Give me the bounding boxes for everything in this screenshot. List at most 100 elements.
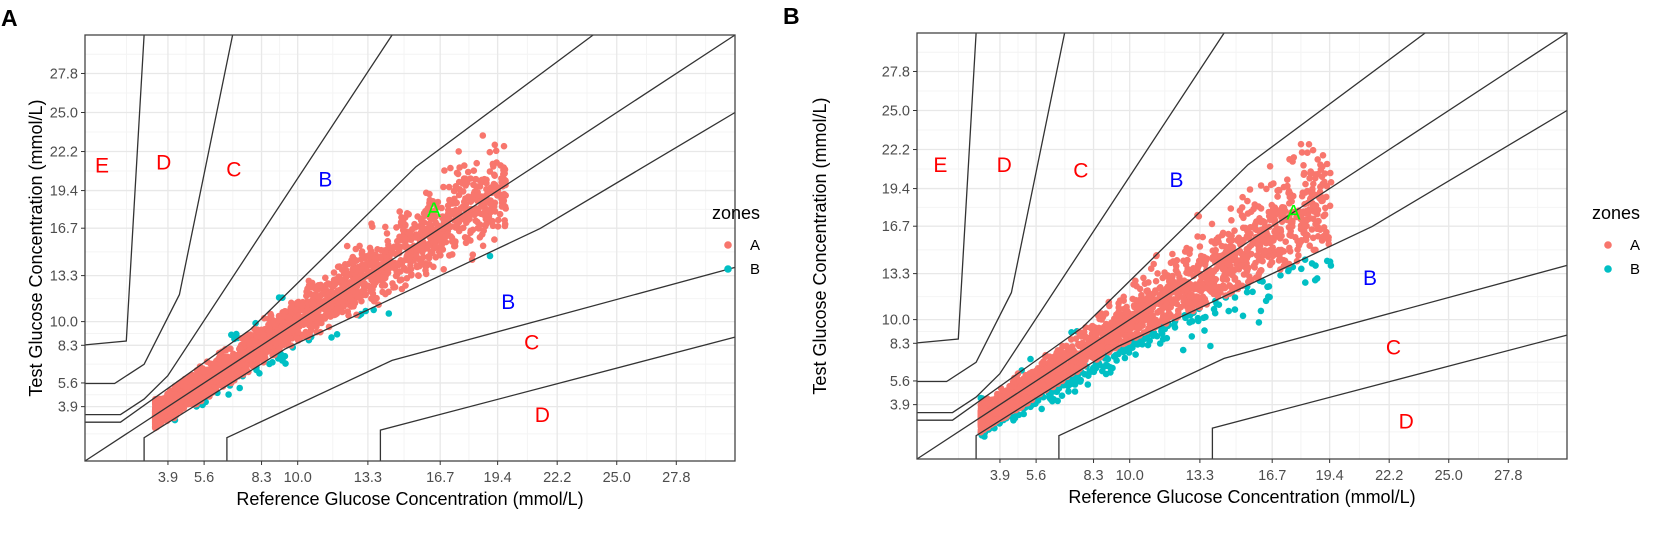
point-zone-a bbox=[445, 183, 453, 191]
point-zone-a bbox=[282, 335, 290, 342]
point-zone-a bbox=[355, 293, 362, 301]
point-zone-a bbox=[491, 141, 499, 149]
point-zone-a bbox=[403, 267, 411, 274]
point-zone-b bbox=[1231, 306, 1239, 313]
y-axis-title: Test Glucose Concentration (mmol/L) bbox=[26, 99, 46, 396]
panel-a: E D C BABCD3.93.95.65.68.38.310.010.013.313… bbox=[1, 5, 760, 509]
point-zone-a bbox=[1266, 163, 1274, 170]
zone-label-d: D bbox=[535, 404, 550, 427]
point-zone-a bbox=[1327, 169, 1334, 177]
point-zone-a bbox=[280, 312, 288, 320]
zone-boundary-line bbox=[85, 34, 234, 385]
point-zone-b bbox=[1264, 283, 1271, 291]
point-zone-a bbox=[487, 200, 495, 208]
point-zone-a bbox=[413, 263, 421, 271]
point-zone-a bbox=[341, 261, 349, 268]
point-zone-a bbox=[477, 177, 484, 185]
point-zone-a bbox=[221, 371, 228, 378]
point-zone-a bbox=[1327, 179, 1335, 186]
point-zone-a bbox=[1319, 152, 1327, 159]
point-zone-a bbox=[479, 132, 487, 139]
point-zone-a bbox=[210, 364, 218, 372]
point-zone-a bbox=[1267, 216, 1274, 224]
point-zone-a bbox=[1244, 246, 1251, 254]
point-zone-a bbox=[1219, 284, 1227, 291]
point-zone-a bbox=[1152, 277, 1160, 285]
point-zone-a bbox=[492, 147, 500, 155]
point-zone-a bbox=[341, 280, 348, 288]
point-zone-b bbox=[1231, 294, 1239, 301]
point-zone-a bbox=[151, 423, 159, 430]
point-zone-b bbox=[328, 334, 335, 341]
point-zone-b bbox=[1312, 262, 1319, 269]
point-zone-a bbox=[275, 337, 282, 344]
point-zone-a bbox=[423, 262, 430, 270]
point-zone-a bbox=[249, 362, 256, 370]
point-zone-a bbox=[236, 344, 244, 351]
point-zone-a bbox=[473, 159, 481, 167]
point-zone-a bbox=[455, 148, 463, 155]
grid bbox=[85, 35, 735, 461]
point-zone-b bbox=[1201, 327, 1208, 334]
point-zone-a bbox=[235, 362, 243, 369]
point-zone-a bbox=[425, 254, 433, 262]
point-zone-b bbox=[1091, 364, 1099, 372]
point-zone-a bbox=[1169, 250, 1176, 258]
point-zone-a bbox=[368, 220, 375, 227]
zone-boundary-line bbox=[85, 34, 393, 416]
point-zone-a bbox=[285, 314, 293, 321]
point-zone-a bbox=[223, 362, 231, 370]
point-zone-a bbox=[419, 248, 426, 256]
point-zone-a bbox=[1300, 162, 1307, 169]
point-zone-a bbox=[256, 351, 263, 359]
point-zone-a bbox=[417, 258, 425, 265]
point-zone-a bbox=[158, 413, 165, 421]
point-zone-b bbox=[1099, 367, 1106, 375]
point-zone-b bbox=[1058, 392, 1066, 400]
zone-label-a: A bbox=[427, 199, 441, 222]
point-zone-a bbox=[476, 234, 484, 241]
point-zone-b bbox=[266, 360, 273, 368]
point-zone-a bbox=[494, 223, 502, 230]
point-zone-b bbox=[385, 310, 393, 317]
point-zone-b bbox=[1194, 314, 1202, 322]
point-zone-a bbox=[294, 328, 302, 336]
point-zone-a bbox=[293, 334, 301, 341]
point-zone-b bbox=[256, 370, 263, 377]
point-zone-a bbox=[1286, 244, 1293, 252]
point-zone-a bbox=[189, 397, 197, 405]
zone-label-c: C bbox=[226, 159, 241, 182]
point-zone-a bbox=[1284, 182, 1291, 190]
point-zone-a bbox=[454, 170, 462, 178]
point-zone-a bbox=[1228, 237, 1236, 244]
point-zone-a bbox=[193, 378, 201, 386]
zone-boundary-line bbox=[84, 34, 736, 462]
point-zone-a bbox=[467, 237, 474, 244]
point-zone-a bbox=[448, 211, 456, 218]
point-zone-a bbox=[397, 268, 404, 275]
point-zone-a bbox=[1227, 205, 1235, 212]
point-zone-a bbox=[251, 340, 258, 348]
point-zone-a bbox=[489, 217, 496, 225]
point-zone-a bbox=[459, 180, 466, 187]
point-zone-a bbox=[413, 246, 420, 253]
point-zone-a bbox=[446, 196, 453, 204]
point-zone-a bbox=[241, 366, 248, 374]
y-tick-label: 5.6 bbox=[58, 376, 78, 392]
point-zone-a bbox=[390, 284, 397, 291]
point-zone-a bbox=[1208, 220, 1216, 228]
point-zone-a bbox=[418, 216, 425, 224]
zone-boundary-line bbox=[143, 111, 736, 461]
point-zone-a bbox=[218, 348, 226, 356]
point-zone-a bbox=[247, 331, 254, 338]
point-zone-a bbox=[336, 263, 343, 270]
point-zone-a bbox=[246, 339, 253, 347]
point-zone-a bbox=[377, 246, 385, 254]
point-zone-a bbox=[203, 358, 211, 366]
point-zone-a bbox=[173, 406, 181, 413]
legend-label-b: B bbox=[750, 261, 760, 278]
point-zone-b bbox=[1326, 258, 1334, 266]
point-zone-a bbox=[379, 280, 387, 287]
point-zone-a bbox=[440, 183, 447, 191]
point-zone-a bbox=[500, 142, 508, 150]
